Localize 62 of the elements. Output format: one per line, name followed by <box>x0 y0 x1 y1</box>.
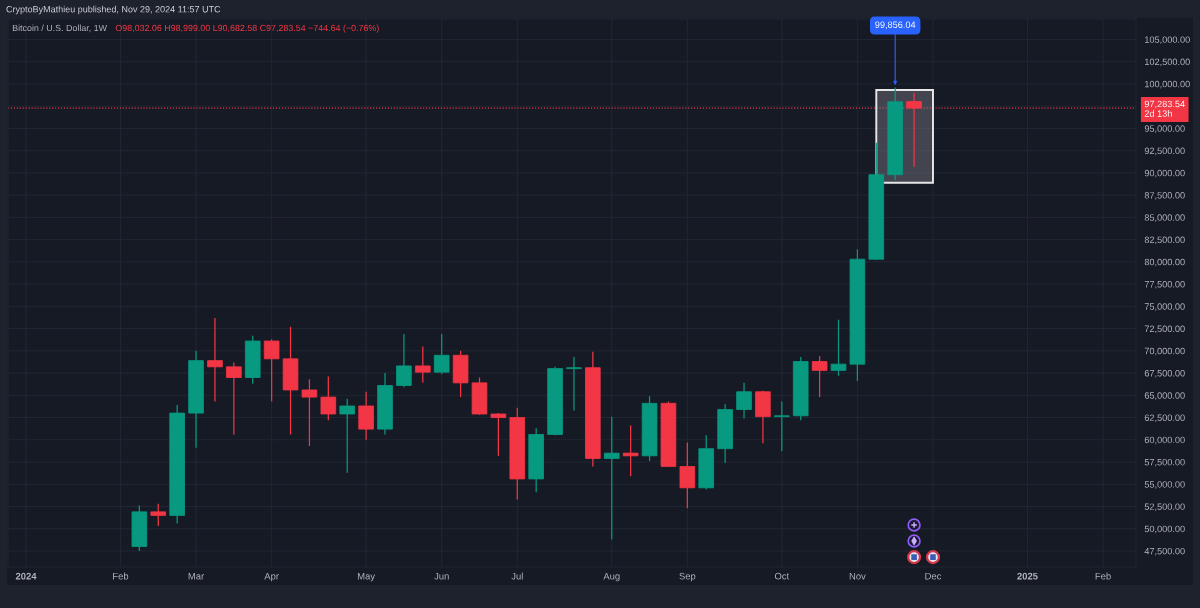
y-tick-label: 92,500.00 <box>1144 147 1185 156</box>
candlestick <box>150 503 167 527</box>
y-tick-label: 82,500.00 <box>1144 236 1185 245</box>
annotation: 99,856.04 <box>875 21 916 30</box>
candlestick <box>207 317 223 403</box>
y-tick-label: 55,000.00 <box>1144 481 1185 489</box>
candlestick <box>339 398 356 474</box>
candlestick <box>226 361 242 436</box>
candlestick <box>320 375 337 421</box>
candlestick <box>603 416 620 541</box>
x-tick-label: Dec <box>925 572 942 580</box>
y-tick-label: 62,500.00 <box>1144 414 1185 423</box>
candlestick <box>490 412 507 457</box>
candlestick <box>774 400 790 452</box>
y-tick-label: 90,000.00 <box>1144 169 1185 178</box>
y-tick-label: 100,000.00 <box>1145 80 1190 89</box>
y-tick-label: 87,500.00 <box>1144 192 1185 200</box>
candlestick <box>396 333 412 388</box>
y-tick-label: 105,000.00 <box>1145 36 1190 44</box>
x-tick-label: Jun <box>434 572 449 580</box>
y-tick-label: 70,000.00 <box>1144 347 1185 356</box>
x-tick-label: Mar <box>188 572 205 580</box>
candlestick <box>358 391 374 441</box>
candlestick <box>622 424 639 477</box>
y-tick-label: 50,000.00 <box>1144 525 1185 534</box>
y-tick-label: 77,500.00 <box>1144 281 1185 289</box>
y-tick-label: 67,500.00 <box>1144 369 1185 378</box>
y-tick-label: 95,000.00 <box>1144 125 1185 133</box>
y-tick-label: 85,000.00 <box>1144 214 1185 222</box>
text: O98,032.06 H98,999.00 L90,682.58 C97,283.54 −744.64 (−0.76%) <box>115 24 379 33</box>
x-tick-label: Oct <box>774 572 790 580</box>
candlestick <box>736 382 752 420</box>
y-tick-label: 60,000.00 <box>1144 436 1185 445</box>
candlestick <box>811 355 828 398</box>
x-tick-label: May <box>357 572 376 582</box>
x-tick-label: 2025 <box>1017 572 1038 580</box>
candlestick <box>679 441 696 509</box>
text: Bitcoin / U.S. Dollar, 1W <box>12 24 107 33</box>
y-tick-label: 57,500.00 <box>1144 458 1185 467</box>
y-tick-label: 72,500.00 <box>1144 325 1185 334</box>
y-tick-label: 80,000.00 <box>1144 258 1185 267</box>
y-tick-label: 65,000.00 <box>1144 392 1185 400</box>
x-tick-label: Feb <box>113 572 129 580</box>
candlestick <box>830 319 847 377</box>
text: CryptoByMathieu published, Nov 29, 2024 11:57 UTC <box>6 5 221 15</box>
y-tick-label: 52,500.00 <box>1144 503 1185 511</box>
y-tick-label: 75,000.00 <box>1144 303 1185 311</box>
y-tick-label: 102,500.00 <box>1145 58 1190 67</box>
candlestick <box>301 378 318 447</box>
x-tick-label: Aug <box>603 572 620 582</box>
x-tick-label: Nov <box>849 572 866 580</box>
candlestick <box>566 356 582 412</box>
ref-line-label: 97,283.54 2d 13h <box>1144 100 1185 117</box>
y-tick-label: 47,500.00 <box>1144 547 1185 556</box>
x-tick-label: Sep <box>679 572 696 582</box>
x-tick-label: 2024 <box>15 572 37 580</box>
x-tick-label: Feb <box>1095 572 1111 580</box>
x-tick-label: Jul <box>511 572 523 580</box>
x-tick-label: Apr <box>264 572 279 582</box>
candlestick <box>433 333 450 375</box>
candlestick <box>263 338 280 403</box>
candlestick <box>415 345 431 384</box>
